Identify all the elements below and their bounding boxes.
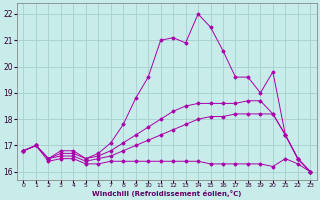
X-axis label: Windchill (Refroidissement éolien,°C): Windchill (Refroidissement éolien,°C) <box>92 190 242 197</box>
